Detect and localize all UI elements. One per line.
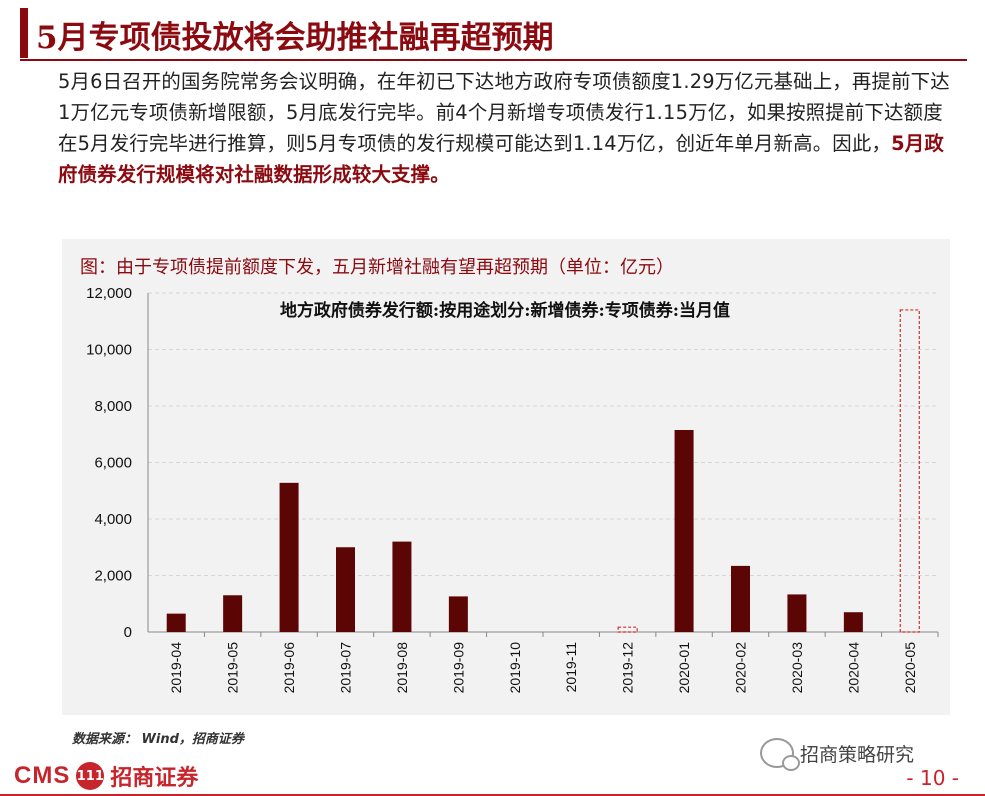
brand-en-text: CMS	[14, 762, 71, 789]
brand-footer: CMS 111 招商证券	[14, 760, 198, 792]
bar-2020-01	[674, 430, 694, 632]
bar-2019-09	[448, 596, 468, 632]
x-tick-label: 2019-09	[450, 642, 466, 694]
bar-2020-02	[731, 565, 750, 632]
x-tick-label: 2019-10	[507, 642, 523, 694]
y-tick-label: 0	[124, 624, 132, 641]
data-source-note: 数据来源： Wind，招商证券	[72, 732, 244, 747]
chart-title: 地方政府债券发行额:按用途划分:新增债券:专项债券:当月值	[280, 300, 730, 321]
x-tick-label: 2019-11	[563, 642, 579, 693]
bar-2020-03	[787, 594, 807, 632]
x-tick-label: 2019-07	[338, 642, 354, 694]
x-tick-label: 2020-05	[902, 642, 918, 694]
body-text-normal: 5月6日召开的国务院常务会议明确，在年初已下达地方政府专项债额度1.29万亿元基…	[58, 70, 950, 155]
bar-2019-04	[166, 613, 186, 632]
slide-title: 5月专项债投放将会助推社融再超预期	[36, 20, 554, 56]
chart-panel	[62, 239, 950, 715]
bar-2019-07	[336, 547, 355, 632]
y-tick-label: 12,000	[86, 285, 132, 302]
bar-2019-08	[392, 541, 412, 632]
bar-2019-05	[223, 595, 243, 632]
brand-logo-icon: 111	[76, 762, 105, 790]
x-tick-label: 2019-04	[168, 642, 184, 694]
x-tick-label: 2020-01	[676, 642, 692, 694]
y-tick-label: 6,000	[94, 455, 132, 472]
projected-bar-2020-05	[899, 309, 920, 633]
projected-bar-2019-12	[617, 626, 638, 633]
y-tick-label: 2,000	[94, 568, 132, 585]
x-tick-label: 2019-12	[620, 642, 636, 694]
bar-2019-06	[279, 482, 299, 632]
x-tick-label: 2019-06	[281, 642, 297, 694]
bar-2020-04	[843, 612, 863, 632]
title-divider	[20, 59, 967, 61]
wechat-watermark: 招商策略研究	[760, 738, 915, 771]
y-tick-label: 8,000	[94, 398, 132, 415]
chart-caption: 图：由于专项债提前额度下发，五月新增社融有望再超预期（单位：亿元）	[80, 257, 674, 278]
footer-divider	[0, 794, 985, 796]
x-tick-label: 2019-08	[394, 642, 410, 694]
brand-cn-text: 招商证券	[110, 766, 199, 791]
x-tick-label: 2019-05	[225, 642, 241, 694]
wechat-icon	[760, 738, 800, 771]
x-tick-label: 2020-02	[733, 642, 749, 694]
y-tick-label: 10,000	[86, 342, 132, 359]
page-number: - 10 -	[906, 766, 959, 790]
body-text-emphasis: 5月政府债券发行规模将对社融数据形成较大支撑。	[58, 132, 944, 186]
x-tick-label: 2020-04	[845, 642, 861, 694]
body-paragraph: 5月6日召开的国务院常务会议明确，在年初已下达地方政府专项债额度1.29万亿元基…	[58, 66, 950, 190]
wechat-label: 招商策略研究	[800, 743, 915, 766]
x-tick-label: 2020-03	[789, 642, 805, 694]
y-tick-label: 4,000	[94, 511, 132, 528]
title-accent-bar	[20, 8, 28, 58]
